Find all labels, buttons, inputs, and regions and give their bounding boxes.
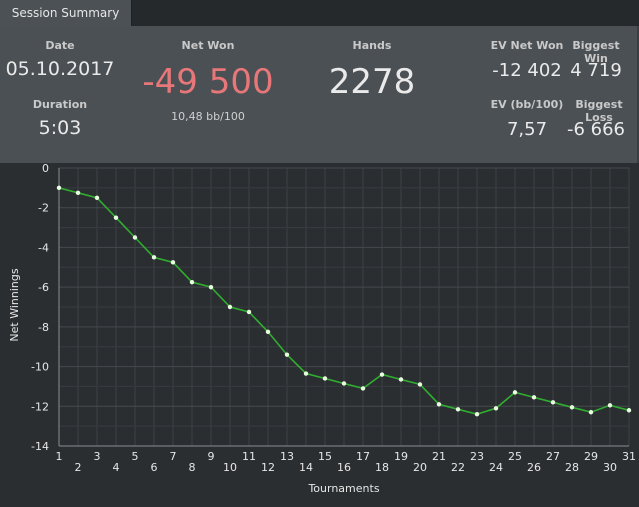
net-won-label: Net Won <box>181 39 235 52</box>
x-tick-label: 30 <box>603 461 617 474</box>
data-point <box>569 405 575 410</box>
net-won-value: -49 500 <box>142 62 274 102</box>
x-tick-label: 31 <box>622 450 636 463</box>
data-point <box>474 412 480 417</box>
tab-bar: Session Summary <box>0 0 639 26</box>
x-tick-label: 5 <box>132 450 139 463</box>
date-value: 05.10.2017 <box>5 58 115 80</box>
x-tick-label: 14 <box>299 461 313 474</box>
data-point <box>341 381 347 386</box>
duration-value: 5:03 <box>38 117 82 139</box>
biggest-win-label: Biggest Win <box>572 39 620 65</box>
x-tick-label: 15 <box>318 450 332 463</box>
data-point <box>379 372 385 377</box>
data-point <box>531 395 537 400</box>
x-tick-label: 10 <box>223 461 237 474</box>
x-tick-label: 17 <box>356 450 370 463</box>
hands-label: Hands <box>352 39 392 52</box>
data-point <box>227 304 233 310</box>
x-tick-label: 11 <box>242 450 256 463</box>
x-tick-label: 8 <box>189 461 196 474</box>
data-point <box>75 190 81 196</box>
duration-label: Duration <box>32 98 88 111</box>
y-tick-label: -6 <box>38 281 49 294</box>
data-point <box>132 235 138 240</box>
data-point <box>493 406 499 411</box>
data-point <box>588 410 594 415</box>
y-tick-label: -4 <box>38 241 49 254</box>
x-tick-label: 7 <box>170 450 177 463</box>
y-tick-label: -2 <box>38 202 49 215</box>
x-tick-label: 2 <box>75 461 82 474</box>
data-point <box>607 403 613 408</box>
x-tick-label: 9 <box>208 450 215 463</box>
data-point <box>398 377 404 382</box>
data-point <box>550 400 556 405</box>
ev-net-won-value: -12 402 <box>492 60 562 81</box>
data-point <box>208 284 214 290</box>
ev-bb100-value: 7,57 <box>506 119 548 140</box>
x-tick-label: 4 <box>113 461 120 474</box>
hands-value: 2278 <box>328 62 416 102</box>
data-point <box>113 215 119 220</box>
data-point <box>94 195 100 200</box>
x-axis-label: Tournaments <box>307 482 379 495</box>
x-tick-label: 19 <box>394 450 408 463</box>
ev-net-won-label: EV Net Won <box>490 39 564 52</box>
x-tick-label: 20 <box>413 461 427 474</box>
y-tick-label: -12 <box>31 400 49 413</box>
x-tick-label: 25 <box>508 450 522 463</box>
data-point <box>56 185 62 191</box>
date-label: Date <box>45 39 75 52</box>
x-tick-label: 13 <box>280 450 294 463</box>
x-tick-label: 21 <box>432 450 446 463</box>
y-tick-label: -14 <box>31 440 49 453</box>
data-point <box>436 402 442 407</box>
data-point <box>189 279 195 285</box>
y-axis-label: Net Winnings <box>8 268 21 341</box>
y-tick-label: 0 <box>42 163 49 175</box>
data-point <box>512 390 518 395</box>
data-point <box>626 408 632 413</box>
x-tick-label: 28 <box>565 461 579 474</box>
data-point <box>170 260 176 265</box>
x-tick-label: 12 <box>261 461 275 474</box>
session-summary-panel: Date 05.10.2017 Duration 5:03 Net Won -4… <box>0 26 639 163</box>
data-point <box>417 382 423 387</box>
ev-bb100-label: EV (bb/100) <box>490 98 564 111</box>
data-point <box>322 376 328 381</box>
x-tick-label: 1 <box>56 450 63 463</box>
x-tick-label: 18 <box>375 461 389 474</box>
biggest-win-value: 4 719 <box>570 60 622 81</box>
net-won-bb100: 10,48 bb/100 <box>171 110 245 123</box>
data-point <box>303 371 309 376</box>
tab-session-summary[interactable]: Session Summary <box>0 0 132 26</box>
x-tick-label: 24 <box>489 461 503 474</box>
y-tick-label: -8 <box>38 321 49 334</box>
chart-canvas: 0-2-4-6-8-10-12-141 3 5 7 9 11 13 15 17 19 21 23 25 2… <box>0 162 639 503</box>
data-point <box>360 386 366 391</box>
x-tick-label: 27 <box>546 450 560 463</box>
y-tick-label: -10 <box>31 361 49 374</box>
data-point <box>284 352 290 357</box>
data-point <box>455 407 461 412</box>
x-tick-label: 29 <box>584 450 598 463</box>
x-tick-label: 23 <box>470 450 484 463</box>
x-tick-label: 3 <box>94 450 101 463</box>
x-tick-label: 6 <box>151 461 158 474</box>
net-winnings-chart: 0 -2 -4 -6 -8 -10 -12 -14 1 3 5 7 9 11 13 15 17 19 21 23 25 2… <box>0 162 639 503</box>
data-point <box>246 309 252 315</box>
x-tick-label: 22 <box>451 461 465 474</box>
biggest-loss-value: -6 666 <box>566 119 626 140</box>
x-tick-label: 16 <box>337 461 351 474</box>
biggest-loss-label: Biggest Loss <box>575 98 623 124</box>
data-point <box>151 255 157 260</box>
data-point <box>265 329 271 335</box>
x-tick-label: 26 <box>527 461 541 474</box>
